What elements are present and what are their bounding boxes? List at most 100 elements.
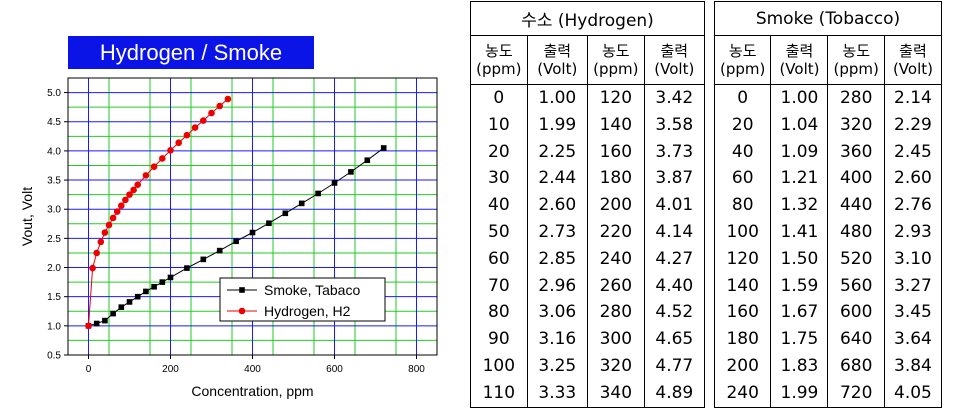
table-cell: 520 (839, 248, 873, 269)
table-cell: 180 (599, 168, 633, 189)
table-cell: 2.44 (538, 168, 577, 189)
data-point (282, 210, 289, 217)
table-cell: 1.59 (780, 275, 819, 296)
table-cell: 2.60 (538, 195, 577, 216)
data-point (126, 299, 133, 305)
x-tick-label: 0 (86, 364, 92, 375)
data-point (143, 288, 149, 295)
hydrogen-table-title: 수소 (Hydrogen) (470, 1, 705, 36)
table-cell: 2.73 (538, 221, 577, 242)
data-point (93, 320, 100, 327)
table-cell: 0 (493, 88, 505, 108)
table-cell: 2.96 (538, 275, 577, 296)
y-tick-label: 1.5 (47, 292, 61, 303)
y-tick-label: 4.5 (47, 117, 61, 128)
table-cell: 4.05 (894, 382, 932, 403)
data-point (348, 169, 354, 175)
table-cell: 180 (726, 329, 759, 350)
chart-title: Hydrogen / Smoke (68, 36, 314, 69)
table-cell: 1.21 (780, 168, 819, 189)
table-cell: 680 (839, 355, 873, 376)
data-point (118, 202, 125, 210)
smoke-col-ppm-1: 0 20 40 60 80 100 120 140 160 180 200 240 (713, 84, 772, 408)
table-cell: 2.60 (894, 168, 932, 189)
table-cell: 3.33 (538, 382, 577, 403)
x-tick-label: 600 (326, 364, 343, 375)
table-cell: 4.40 (655, 275, 694, 296)
table-cell: 4.77 (655, 355, 694, 376)
table-cell: 320 (839, 114, 873, 135)
table-cell: 80 (488, 302, 510, 323)
hydrogen-col-ppm-2: 120 140 160 180 200 220 240 260 280 300 320 340 (586, 84, 645, 408)
table-cell: 1.00 (538, 88, 577, 108)
line-chart: 0.5 1.0 1.5 2.0 2.5 3.0 3.5 4.0 4.5 5.0 0 200 400 600… (19, 77, 438, 399)
y-tick-label: 4.0 (47, 146, 61, 157)
table-cell: 1.41 (780, 221, 819, 242)
table-cell: 20 (488, 141, 510, 162)
table-cell: 1.99 (538, 114, 577, 135)
data-point (200, 256, 207, 263)
table-cell: 1.75 (780, 329, 819, 350)
data-point (122, 196, 129, 204)
table-cell: 140 (726, 275, 759, 296)
data-point (101, 229, 109, 236)
data-point (167, 147, 174, 154)
table-cell: 3.27 (894, 275, 932, 296)
table-cell: 260 (599, 275, 633, 296)
table-cell: 40 (731, 141, 754, 162)
table-cell: 1.00 (780, 88, 819, 108)
table-cell: 60 (488, 248, 510, 269)
data-point (126, 191, 133, 198)
table-cell: 640 (839, 329, 873, 350)
data-point (89, 264, 96, 272)
table-cell: 320 (599, 355, 633, 376)
smoke-col-header: 농도 (ppm) (827, 35, 885, 85)
smoke-col-ppm-2: 280 320 360 400 440 480 520 560 600 640 680 720 (827, 84, 885, 408)
table-cell: 120 (599, 88, 633, 108)
x-tick-label: 800 (408, 364, 425, 375)
legend-label: Hydrogen, H2 (264, 303, 351, 319)
table-cell: 3.58 (655, 114, 694, 135)
x-tick-label: 200 (162, 364, 179, 375)
data-point (142, 172, 150, 179)
table-cell: 1.32 (780, 195, 819, 216)
table-cell: 20 (731, 114, 754, 135)
table-cell: 440 (839, 195, 873, 216)
table-cell: 2.93 (894, 221, 932, 242)
table-cell: 240 (726, 382, 759, 403)
hydrogen-col-ppm-1: 0 10 20 30 40 50 60 70 80 90 100 110 (470, 84, 528, 408)
data-point (216, 247, 223, 254)
table-cell: 3.64 (894, 329, 932, 350)
table-cell: 100 (726, 221, 759, 242)
data-point (266, 220, 272, 227)
data-point (134, 181, 141, 189)
y-tick-label: 0.5 (47, 351, 61, 362)
table-cell: 3.42 (655, 88, 694, 108)
data-point (159, 155, 166, 162)
table-cell: 1.04 (780, 114, 819, 135)
smoke-col-header: 농도 (ppm) (713, 35, 772, 85)
data-point (208, 109, 215, 117)
table-cell: 300 (599, 329, 633, 350)
table-cell: 360 (839, 141, 873, 162)
table-cell: 50 (488, 221, 510, 242)
smoke-col-volt-2: 2.14 2.29 2.45 2.60 2.76 2.93 3.10 3.27 3.45 3.64… (883, 84, 943, 408)
table-cell: 110 (482, 382, 516, 403)
table-cell: 200 (726, 355, 759, 376)
hydrogen-col-header: 농도 (ppm) (586, 35, 645, 85)
legend-marker (239, 287, 245, 293)
table-cell: 3.10 (894, 248, 932, 269)
y-axis-label: Vout, Volt (19, 187, 35, 246)
table-cell: 600 (839, 302, 873, 323)
data-point (134, 293, 141, 300)
data-point (249, 229, 256, 236)
table-cell: 280 (599, 302, 633, 323)
table-cell: 4.89 (655, 382, 694, 403)
hydrogen-col-header: 출력 (Volt) (526, 35, 588, 85)
table-cell: 4.27 (655, 248, 694, 269)
table-cell: 2.25 (538, 141, 577, 162)
table-cell: 560 (839, 275, 873, 296)
table-cell: 400 (839, 168, 873, 189)
table-cell: 3.06 (538, 302, 577, 323)
table-cell: 2.29 (894, 114, 932, 135)
